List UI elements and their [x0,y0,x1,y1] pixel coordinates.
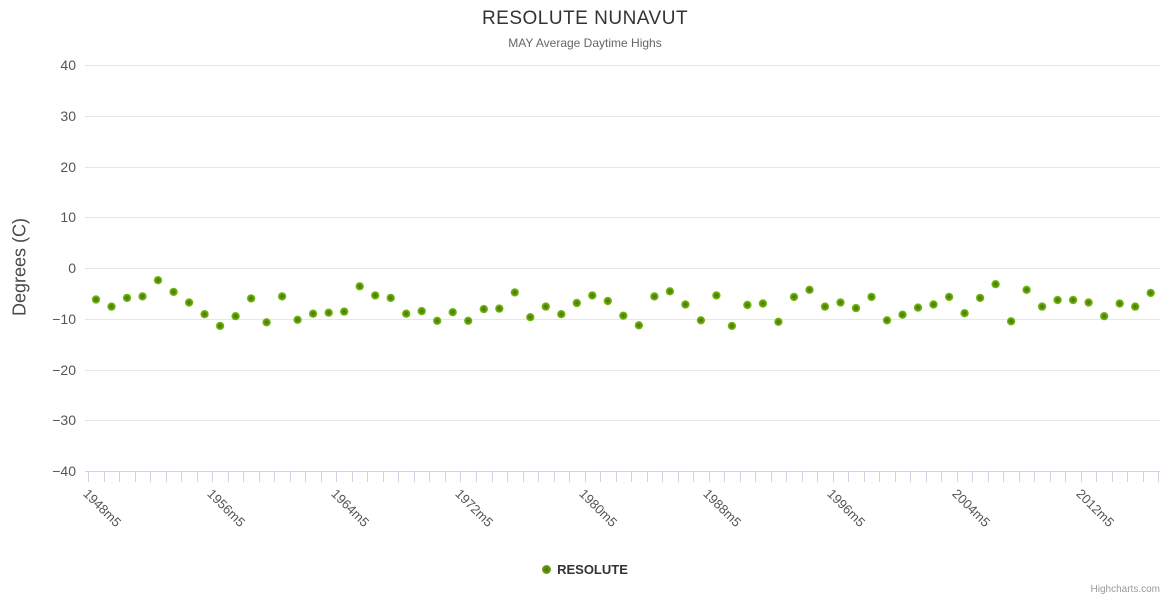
data-point[interactable] [929,300,938,309]
data-point[interactable] [371,291,380,300]
y-axis-label: 30 [60,107,76,124]
legend-item-resolute[interactable]: RESOLUTE [0,562,1170,577]
data-point[interactable] [572,298,581,308]
data-point[interactable] [960,309,969,318]
data-point[interactable] [991,280,1000,289]
data-point[interactable] [805,285,814,294]
data-point[interactable] [138,292,147,301]
data-point[interactable] [200,310,209,319]
legend-marker-icon [542,565,552,574]
data-point[interactable] [448,308,457,317]
data-point[interactable] [650,292,659,301]
chart-subtitle: MAY Average Daytime Highs [508,36,662,50]
data-point[interactable] [634,321,644,330]
data-point[interactable] [184,298,194,307]
data-point[interactable] [495,304,504,313]
data-point[interactable] [433,316,442,325]
data-point[interactable] [898,310,907,319]
data-point[interactable] [510,288,519,297]
data-point[interactable] [246,294,256,303]
data-point[interactable] [1068,295,1078,305]
y-axis-label: 10 [60,209,76,226]
data-point[interactable] [1084,298,1093,307]
data-point[interactable] [308,309,318,318]
y-axis-label: −40 [52,463,76,479]
data-point[interactable] [944,292,954,302]
data-point[interactable] [665,287,675,296]
data-point[interactable] [464,316,473,325]
data-point[interactable] [107,302,116,311]
y-axis-label: 40 [60,57,76,73]
data-point[interactable] [1115,299,1124,308]
y-axis-label: 0 [68,260,76,276]
data-point[interactable] [1131,302,1140,311]
data-point[interactable] [1037,302,1047,311]
data-point[interactable] [324,308,333,317]
data-point[interactable] [91,295,101,304]
data-point[interactable] [417,306,426,316]
data-point[interactable] [215,321,225,331]
data-point[interactable] [603,296,612,306]
data-point[interactable] [696,316,706,325]
data-point[interactable] [355,282,364,291]
data-point[interactable] [1006,317,1016,326]
data-point[interactable] [681,300,690,309]
y-axis-label: −30 [52,412,76,429]
legend-label: RESOLUTE [557,562,628,577]
y-axis-label: 20 [60,158,76,175]
data-point[interactable] [836,298,845,307]
data-point[interactable] [882,316,892,325]
data-point[interactable] [1053,295,1062,305]
data-point[interactable] [153,276,163,285]
credits-link[interactable]: Highcharts.com [1090,584,1160,595]
data-point[interactable] [619,311,628,320]
data-point[interactable] [820,302,830,311]
data-point[interactable] [867,292,876,302]
data-point[interactable] [526,313,535,322]
data-point[interactable] [913,303,923,312]
data-point[interactable] [541,302,550,311]
data-point[interactable] [588,291,597,300]
y-axis-label: −20 [52,361,76,378]
data-point[interactable] [262,318,271,327]
data-point[interactable] [975,293,985,303]
data-point[interactable] [402,309,411,318]
data-point[interactable] [774,317,783,326]
data-point[interactable] [758,299,768,308]
data-point[interactable] [1022,285,1031,294]
data-point[interactable] [789,292,799,302]
data-point[interactable] [479,304,488,314]
y-axis-label: −10 [52,310,76,327]
data-point[interactable] [727,321,737,331]
data-point[interactable] [277,292,287,301]
data-point[interactable] [340,307,349,316]
data-point[interactable] [851,303,861,313]
data-point[interactable] [169,287,178,297]
data-point[interactable] [293,315,302,324]
data-point[interactable] [231,312,240,321]
data-point[interactable] [1100,312,1109,321]
data-point[interactable] [743,300,752,310]
data-point[interactable] [122,293,132,303]
data-point[interactable] [1146,288,1155,298]
data-point[interactable] [712,291,721,300]
data-point[interactable] [386,293,395,303]
chart-title: RESOLUTE NUNAVUT [481,8,689,29]
data-point[interactable] [557,310,566,319]
